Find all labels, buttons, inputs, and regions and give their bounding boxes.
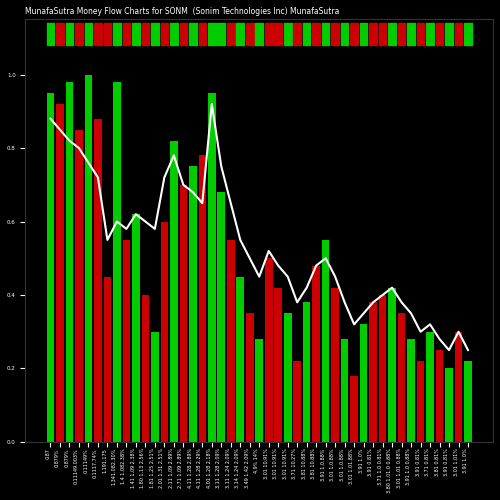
Bar bbox=[198, 156, 206, 442]
Bar bbox=[132, 23, 140, 45]
Bar bbox=[408, 339, 415, 442]
Bar bbox=[84, 23, 92, 45]
Bar bbox=[142, 295, 149, 442]
Bar bbox=[170, 140, 177, 442]
Bar bbox=[379, 295, 386, 442]
Bar bbox=[113, 82, 120, 442]
Bar bbox=[408, 23, 415, 45]
Bar bbox=[426, 23, 434, 45]
Bar bbox=[208, 93, 216, 442]
Bar bbox=[151, 23, 158, 45]
Bar bbox=[454, 332, 462, 442]
Bar bbox=[284, 314, 292, 442]
Bar bbox=[160, 222, 168, 442]
Bar bbox=[360, 324, 368, 442]
Bar bbox=[464, 361, 472, 442]
Bar bbox=[66, 23, 73, 45]
Bar bbox=[398, 23, 406, 45]
Bar bbox=[189, 23, 196, 45]
Bar bbox=[417, 23, 424, 45]
Bar bbox=[256, 339, 263, 442]
Bar bbox=[312, 266, 320, 442]
Bar bbox=[170, 23, 177, 45]
Bar bbox=[180, 23, 187, 45]
Bar bbox=[426, 332, 434, 442]
Bar bbox=[445, 368, 453, 442]
Bar bbox=[218, 192, 225, 442]
Bar bbox=[189, 166, 196, 442]
Bar bbox=[274, 23, 282, 45]
Bar bbox=[104, 23, 111, 45]
Bar bbox=[332, 288, 339, 442]
Bar bbox=[436, 23, 444, 45]
Bar bbox=[46, 93, 54, 442]
Bar bbox=[398, 314, 406, 442]
Bar bbox=[198, 23, 206, 45]
Bar bbox=[294, 23, 301, 45]
Bar bbox=[303, 23, 310, 45]
Bar bbox=[388, 288, 396, 442]
Bar bbox=[66, 82, 73, 442]
Bar bbox=[256, 23, 263, 45]
Bar bbox=[151, 332, 158, 442]
Bar bbox=[312, 23, 320, 45]
Bar bbox=[122, 240, 130, 442]
Bar bbox=[341, 23, 348, 45]
Bar bbox=[104, 276, 111, 442]
Bar bbox=[180, 185, 187, 442]
Bar bbox=[370, 302, 377, 442]
Bar bbox=[284, 23, 292, 45]
Bar bbox=[160, 23, 168, 45]
Bar bbox=[350, 23, 358, 45]
Bar bbox=[350, 376, 358, 442]
Bar bbox=[388, 23, 396, 45]
Bar bbox=[218, 23, 225, 45]
Bar bbox=[84, 74, 92, 442]
Bar bbox=[274, 288, 282, 442]
Bar bbox=[46, 23, 54, 45]
Bar bbox=[454, 23, 462, 45]
Bar bbox=[75, 130, 82, 442]
Bar bbox=[236, 23, 244, 45]
Text: MunafaSutra Money Flow Charts for SONM  (Sonim Technologies Inc) MunafaSutra: MunafaSutra Money Flow Charts for SONM (… bbox=[26, 7, 340, 16]
Bar bbox=[75, 23, 82, 45]
Bar bbox=[360, 23, 368, 45]
Bar bbox=[322, 23, 330, 45]
Bar bbox=[56, 23, 64, 45]
Bar bbox=[113, 23, 120, 45]
Bar bbox=[265, 258, 272, 442]
Bar bbox=[142, 23, 149, 45]
Bar bbox=[94, 118, 102, 442]
Bar bbox=[236, 276, 244, 442]
Bar bbox=[436, 350, 444, 442]
Bar bbox=[379, 23, 386, 45]
Bar bbox=[208, 23, 216, 45]
Bar bbox=[332, 23, 339, 45]
Bar bbox=[464, 23, 472, 45]
Bar bbox=[417, 361, 424, 442]
Bar bbox=[227, 240, 234, 442]
Bar bbox=[370, 23, 377, 45]
Bar bbox=[246, 314, 254, 442]
Bar bbox=[445, 23, 453, 45]
Bar bbox=[227, 23, 234, 45]
Bar bbox=[265, 23, 272, 45]
Bar bbox=[122, 23, 130, 45]
Bar bbox=[94, 23, 102, 45]
Bar bbox=[303, 302, 310, 442]
Bar bbox=[246, 23, 254, 45]
Bar bbox=[294, 361, 301, 442]
Bar bbox=[132, 214, 140, 442]
Bar bbox=[322, 240, 330, 442]
Bar bbox=[341, 339, 348, 442]
Bar bbox=[56, 104, 64, 442]
